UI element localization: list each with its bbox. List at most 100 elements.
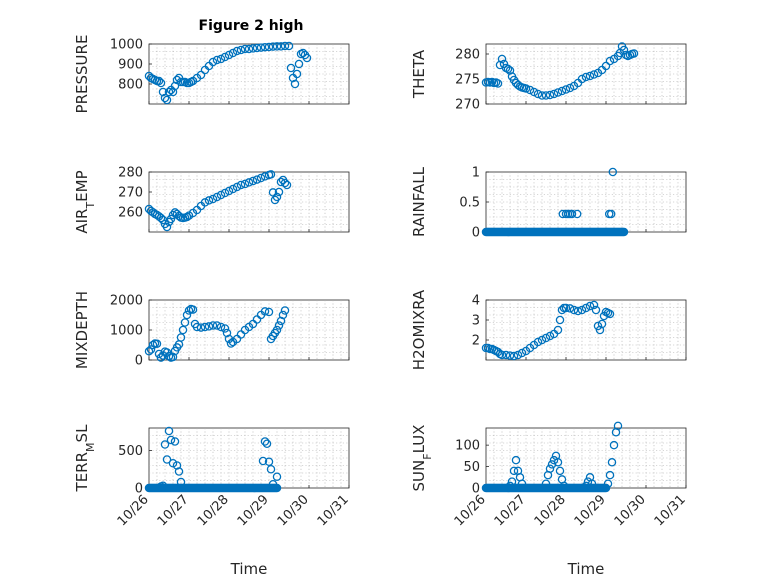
subplot-h2omixra: 2 3 4 H2OMIXRA (410, 289, 687, 370)
data-point (573, 306, 583, 316)
data-point (220, 324, 230, 333)
data-point (256, 173, 266, 183)
y-axis-label: H2OMIXRA (410, 289, 428, 370)
data-point (581, 303, 591, 313)
y-tick-label: 0 (472, 226, 480, 241)
data-point (204, 322, 214, 331)
data-point (609, 440, 619, 450)
y-tick-label: 900 (118, 58, 143, 73)
data-markers (144, 304, 290, 362)
data-point (208, 57, 218, 67)
data-point (294, 59, 304, 69)
data-point (204, 196, 214, 205)
y-axis-label: RAINFALL (410, 166, 428, 237)
data-point (541, 479, 551, 488)
data-point (272, 192, 282, 202)
data-point (545, 90, 555, 100)
data-point (268, 42, 278, 51)
data-point (252, 43, 262, 53)
data-point (268, 479, 278, 489)
data-markers (481, 300, 615, 361)
data-point (156, 353, 166, 362)
data-point (619, 45, 629, 55)
data-point (144, 347, 154, 356)
data-point (503, 64, 513, 74)
y-tick-label: 270 (118, 186, 143, 201)
data-point (212, 55, 222, 65)
y-tick-label: 800 (118, 78, 143, 93)
data-point (232, 46, 242, 56)
data-point (262, 439, 272, 448)
x-tick-label: 10/30 (275, 492, 312, 529)
x-axis-label: Time (567, 560, 605, 578)
data-point (561, 303, 571, 313)
y-tick-label: 1000 (110, 38, 143, 53)
data-point (260, 42, 270, 52)
data-point (200, 322, 210, 332)
data-point (613, 421, 623, 431)
data-point (557, 305, 567, 315)
data-point (607, 458, 617, 467)
data-point (606, 209, 616, 219)
data-markers (481, 421, 623, 493)
y-tick-label: 260 (118, 206, 143, 221)
subplot-rainfall: 0 0.5 1 RAINFALL (410, 166, 687, 241)
data-point (501, 350, 511, 360)
y-tick-label: 0 (135, 482, 143, 497)
data-point (561, 85, 571, 94)
data-point (280, 178, 290, 188)
data-point (517, 348, 527, 358)
x-tick-label: 10/27 (155, 492, 192, 529)
data-point (166, 214, 176, 224)
data-point (509, 466, 519, 476)
x-tick-label: 10/26 (452, 492, 489, 529)
y-axis-label: THETA (410, 49, 428, 99)
y-tick-label: 500 (118, 444, 143, 459)
data-point (537, 335, 547, 345)
data-point (555, 315, 565, 325)
y-tick-label: 50 (463, 460, 480, 475)
figure-title: Figure 2 high (199, 18, 304, 34)
data-point (236, 180, 246, 190)
y-tick-label: 275 (455, 73, 480, 88)
data-point (212, 192, 222, 202)
y-tick-label: 2 (472, 334, 480, 349)
grid (149, 172, 349, 232)
data-point (162, 455, 172, 464)
data-markers (144, 426, 282, 493)
data-point (591, 305, 601, 315)
data-point (589, 70, 599, 79)
data-point (549, 89, 559, 99)
data-point (180, 318, 190, 327)
y-tick-label: 0 (472, 482, 480, 497)
data-point (553, 325, 563, 335)
y-tick-label: 0.5 (459, 196, 480, 211)
data-point (174, 467, 184, 476)
y-tick-label: 3 (472, 314, 480, 329)
x-tick-label: 10/27 (492, 492, 529, 529)
data-point (541, 91, 551, 100)
data-point (196, 323, 206, 332)
data-point (493, 79, 503, 88)
data-point (240, 44, 250, 54)
grid (149, 300, 349, 360)
y-tick-label: 280 (118, 166, 143, 181)
y-axis-label: MIXDEPTH (73, 291, 91, 369)
y-tick-label: 280 (455, 48, 480, 63)
data-point (162, 95, 172, 105)
data-point (587, 479, 597, 488)
data-point (276, 42, 286, 51)
data-point (272, 472, 282, 481)
y-axis-label: SUNFLUX (410, 425, 434, 492)
data-point (200, 198, 210, 207)
data-point (224, 50, 234, 60)
data-point (156, 213, 166, 223)
data-point (154, 76, 164, 86)
data-point (541, 333, 551, 343)
grid (149, 428, 349, 488)
data-point (192, 322, 202, 332)
data-point (170, 437, 180, 446)
data-point (619, 227, 629, 237)
data-point (557, 86, 567, 96)
data-point (178, 325, 188, 335)
